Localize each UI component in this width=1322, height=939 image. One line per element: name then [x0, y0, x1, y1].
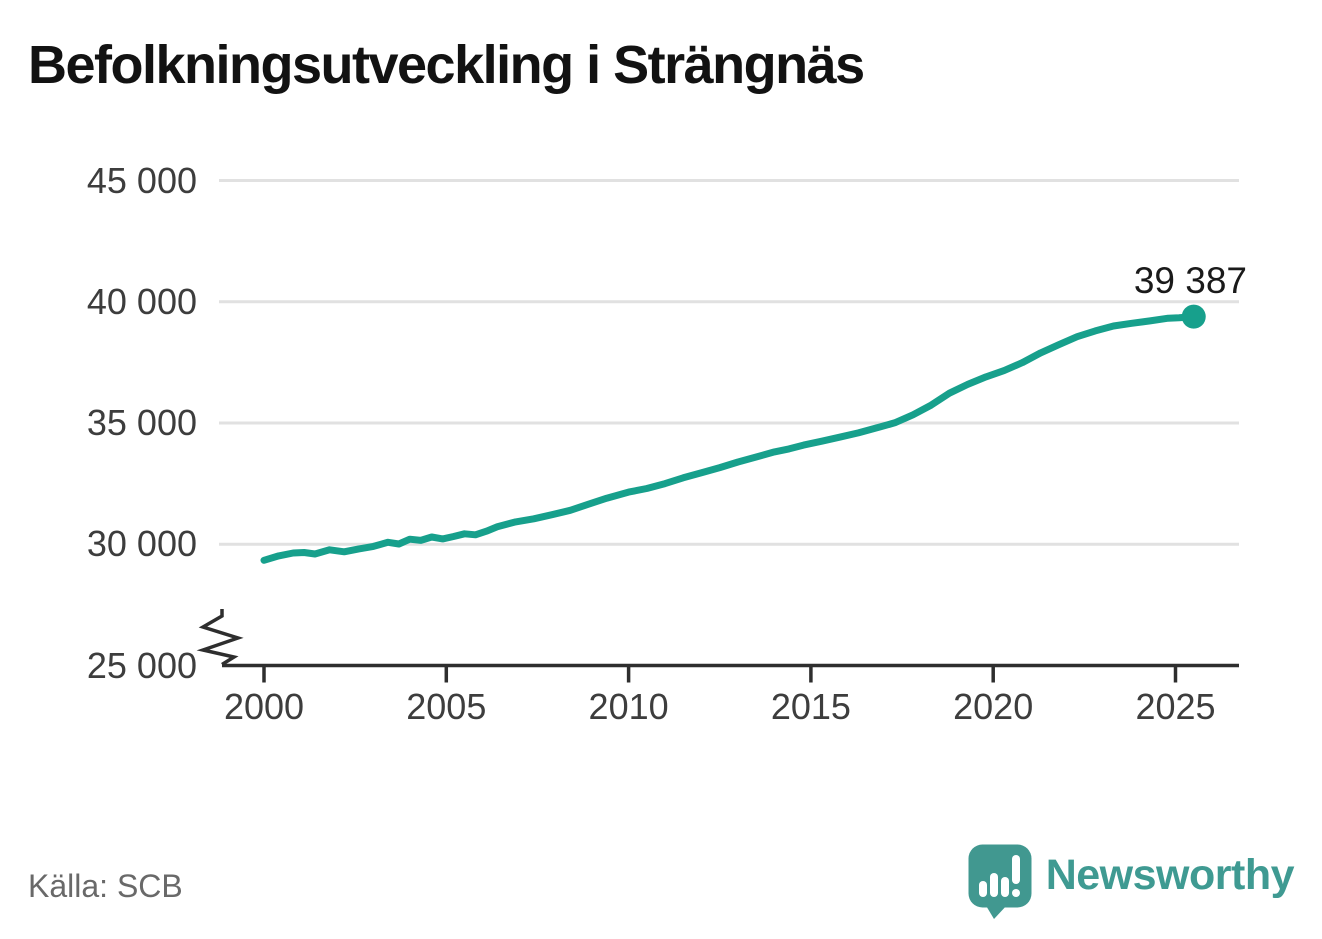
y-tick-label: 25 000	[86, 644, 197, 686]
x-tick-label: 2020	[953, 686, 1034, 727]
newsworthy-chart-bubble-icon	[968, 844, 1032, 919]
newsworthy-logo: Newsworthy	[968, 844, 1295, 920]
end-point-marker	[1181, 304, 1206, 329]
x-tick-label: 2010	[588, 686, 669, 727]
chart-title: Befolkningsutveckling i Strängnäs	[28, 35, 865, 95]
y-tick-label: 30 000	[86, 523, 197, 565]
population-line	[260, 313, 1198, 564]
y-axis-break	[196, 609, 244, 666]
y-tick-label: 45 000	[86, 159, 197, 201]
series-end-value-label: 39 387	[1133, 260, 1247, 301]
x-tick-label: 2025	[1135, 686, 1216, 727]
newsworthy-wordmark: Newsworthy	[1045, 850, 1295, 899]
y-tick-label: 35 000	[86, 402, 197, 443]
x-tick-label: 2015	[770, 686, 851, 727]
x-tick-label: 2000	[223, 686, 305, 727]
y-tick-label: 40 000	[86, 280, 197, 322]
x-tick-label: 2005	[406, 686, 487, 727]
source-note: Källa: SCB	[28, 868, 183, 904]
